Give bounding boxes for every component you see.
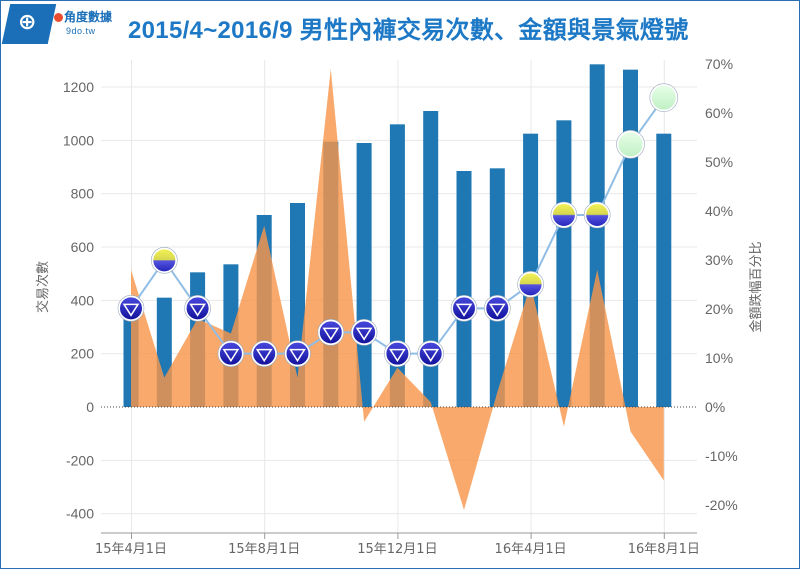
y2-tick-label: 70% — [705, 56, 733, 72]
chart: -400 -200 0 200 400 600 800 1000 1200 -20% -10% 0%… — [35, 56, 764, 557]
y2-axis-label: 金額跌幅百分比 — [748, 241, 764, 332]
brand-logo: ⊕ 角度數據 9do.tw — [1, 4, 118, 44]
y-tick-label: 600 — [71, 239, 95, 255]
y2-tick-label: 10% — [705, 350, 733, 366]
signal-marker-16年2月 — [451, 295, 477, 322]
x-tick-label: 15年12月1日 — [357, 542, 437, 557]
y2-tick-label: 50% — [705, 154, 733, 170]
y-axis-label: 交易次數 — [35, 261, 51, 313]
down-triangle-icon — [355, 327, 373, 341]
x-tick-label: 16年4月1日 — [495, 542, 567, 557]
x-tick-label: 16年8月1日 — [628, 542, 700, 557]
signal-marker-15年12月 — [384, 340, 411, 367]
logo-dot-icon — [54, 13, 63, 22]
signal-marker-16年3月 — [484, 295, 511, 322]
signal-marker-ring — [384, 340, 411, 367]
y-axis-left: -400 -200 0 200 400 600 800 1000 1200 — [63, 79, 94, 522]
bar-16年2月 — [456, 170, 472, 407]
signal-marker-15年8月 — [251, 340, 278, 367]
y2-tick-label: 60% — [705, 105, 733, 121]
y-tick-label: -400 — [66, 506, 94, 522]
y-tick-label: 0 — [86, 399, 94, 415]
bar-16年8月 — [656, 133, 672, 407]
signal-marker-ring — [317, 319, 345, 346]
y2-tick-label: 30% — [705, 252, 733, 268]
logo-glyph: ⊕ — [18, 10, 37, 35]
header: ⊕ 角度數據 9do.tw 2015/4~2016/9 男性內褲交易次數、金額與… — [0, 0, 800, 48]
y2-tick-label: 40% — [705, 203, 733, 219]
signal-marker-ring — [184, 295, 211, 322]
down-triangle-icon — [222, 348, 240, 363]
down-triangle-icon — [122, 303, 140, 317]
down-triangle-icon — [189, 303, 206, 317]
signal-marker-ring — [483, 295, 511, 322]
bar-15年12月 — [389, 124, 405, 407]
signal-marker-ring — [250, 340, 278, 367]
y-axis-right: -20% -10% 0% 10% 20% 30% 40% 50% 60% 70% — [705, 56, 738, 513]
signal-marker-15年9月 — [284, 340, 311, 367]
signal-marker-ring — [117, 295, 145, 322]
y2-tick-label: -10% — [705, 448, 738, 464]
signal-marker-ring — [450, 295, 478, 322]
down-triangle-icon — [455, 303, 473, 317]
y2-tick-label: -20% — [705, 497, 738, 513]
signal-marker-16年8月 — [649, 83, 678, 112]
down-triangle-icon — [322, 327, 340, 341]
signal-marker-ring — [517, 271, 544, 298]
signal-marker-15年5月 — [151, 247, 178, 274]
signal-marker-16年1月 — [417, 340, 444, 367]
signal-series — [117, 83, 679, 367]
page-title: 2015/4~2016/9 男性內褲交易次數、金額與景氣燈號 — [128, 17, 689, 44]
signal-marker-ring — [616, 130, 645, 159]
signal-marker-ring — [151, 247, 178, 274]
signal-marker-16年7月 — [616, 130, 645, 159]
down-triangle-icon — [255, 348, 273, 363]
bar-16年3月 — [489, 168, 505, 407]
signal-marker-ring — [217, 340, 245, 367]
y-tick-label: 1000 — [63, 132, 94, 148]
signal-marker-ring — [417, 340, 445, 367]
x-axis: 15年4月1日 15年8月1日 15年12月1日 16年4月1日 16年8月1日 — [95, 532, 700, 557]
signal-marker-15年4月 — [118, 295, 144, 322]
down-triangle-icon — [289, 348, 306, 363]
y-tick-label: 200 — [71, 346, 95, 362]
signal-marker-15年6月 — [184, 295, 211, 322]
signal-marker-15年7月 — [217, 340, 244, 367]
down-triangle-icon — [389, 348, 406, 363]
bar-16年1月 — [423, 110, 439, 407]
y-tick-label: 800 — [71, 186, 95, 202]
x-tick-label: 15年4月1日 — [95, 542, 167, 557]
y-tick-label: -200 — [66, 452, 94, 468]
brand-site: 9do.tw — [66, 26, 96, 36]
y-tick-label: 400 — [71, 292, 95, 308]
bar-16年5月 — [556, 120, 572, 408]
y2-tick-label: 20% — [705, 301, 733, 317]
bar-16年7月 — [623, 69, 638, 408]
signal-marker-ring — [284, 340, 311, 367]
down-triangle-icon — [422, 348, 440, 363]
signal-marker-15年11月 — [351, 319, 378, 346]
signal-marker-ring — [583, 201, 611, 229]
y2-tick-label: 0% — [705, 399, 725, 415]
x-tick-label: 15年8月1日 — [228, 542, 300, 557]
area-series — [131, 68, 664, 510]
signal-marker-16年4月 — [517, 271, 544, 298]
signal-marker-ring — [550, 201, 578, 229]
signal-marker-16年5月 — [550, 201, 577, 228]
signal-marker-ring — [649, 83, 679, 112]
y-tick-label: 1200 — [63, 79, 94, 95]
signal-marker-ring — [350, 319, 378, 346]
signal-marker-15年10月 — [317, 319, 344, 346]
signal-marker-16年6月 — [584, 201, 611, 228]
brand-name: 角度數據 — [64, 10, 113, 24]
down-triangle-icon — [488, 303, 506, 317]
area-fill — [131, 68, 664, 510]
